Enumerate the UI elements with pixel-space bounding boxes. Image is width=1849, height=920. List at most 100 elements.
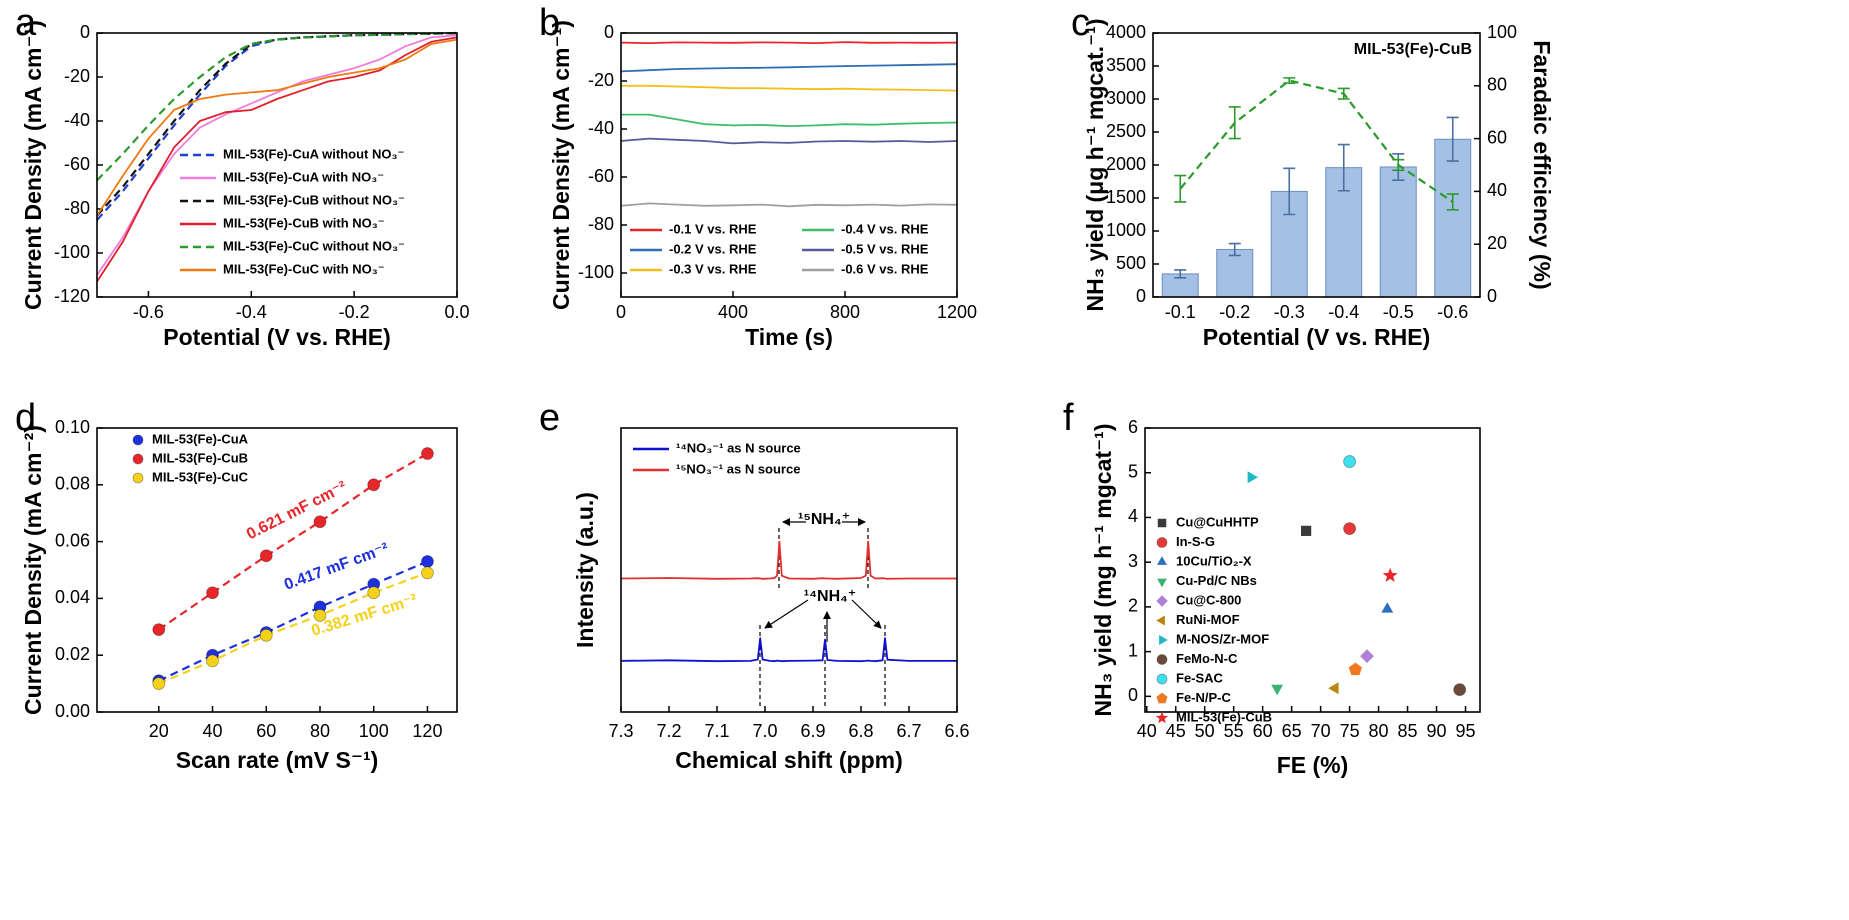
- error-bar: [1174, 174, 1187, 203]
- error-bar: [1446, 193, 1459, 211]
- y2-tick-label: 40: [1487, 180, 1507, 200]
- point: [1271, 684, 1284, 696]
- point: [1453, 683, 1467, 697]
- x-tick-label: 6.8: [848, 721, 873, 741]
- x-tick-label: 90: [1427, 721, 1447, 741]
- point: [1360, 649, 1374, 663]
- line: [96, 34, 458, 276]
- x-tick-label: -0.4: [236, 302, 267, 322]
- legend-label: 10Cu/TiO₂-X: [1176, 553, 1252, 568]
- point: [313, 609, 327, 622]
- annotation: 0.621 mF cm⁻²: [244, 478, 350, 543]
- point: [206, 654, 219, 668]
- y2-tick-label: 100: [1487, 22, 1517, 42]
- legend-marker: [1155, 711, 1169, 724]
- x-tick-label: 80: [310, 721, 330, 741]
- panel-label: c: [1071, 2, 1090, 44]
- x-tick-label: 80: [1369, 721, 1389, 741]
- legend-label: Cu@CuHHTP: [1176, 514, 1259, 529]
- panel-label: d: [15, 397, 36, 439]
- error-bar: [1228, 242, 1241, 257]
- x-tick-label: 45: [1166, 721, 1186, 741]
- legend-label: -0.5 V vs. RHE: [841, 241, 929, 256]
- legend-marker: [1156, 673, 1168, 685]
- y-tick-label: 0: [604, 22, 614, 42]
- legend-label: MIL-53(Fe)-CuC with NO₃⁻: [223, 261, 385, 276]
- dashed-line: [158, 452, 428, 631]
- plot-frame: [620, 427, 958, 713]
- x-tick-label: 0.0: [444, 302, 469, 322]
- point: [421, 447, 434, 460]
- legend-label: Cu@C-800: [1176, 592, 1241, 607]
- y2-tick-label: 0: [1487, 286, 1497, 306]
- line: [96, 38, 458, 217]
- annotation: MIL-53(Fe)-CuB: [1354, 41, 1472, 58]
- legend-marker: [1157, 518, 1167, 528]
- x-axis-label: Potential (V vs. RHE): [1203, 324, 1430, 350]
- legend-label: MIL-53(Fe)-CuA: [152, 431, 249, 446]
- y-tick-label: 2000: [1106, 154, 1146, 174]
- legend-label: MIL-53(Fe)-CuC: [152, 469, 249, 484]
- legend-marker: [1156, 615, 1165, 626]
- plot-frame: [96, 32, 458, 298]
- y-tick-label: 0.08: [55, 474, 90, 494]
- point: [1301, 525, 1312, 536]
- y-tick-label: 2500: [1106, 121, 1146, 141]
- legend-marker: [132, 472, 144, 484]
- x-tick-label: 70: [1311, 721, 1331, 741]
- y-tick-label: 5: [1128, 461, 1138, 481]
- x-tick-label: 60: [256, 721, 276, 741]
- x-tick-label: 6.9: [800, 721, 825, 741]
- y-tick-label: 3500: [1106, 55, 1146, 75]
- x-tick-label: -0.1: [1165, 302, 1196, 322]
- x-tick-label: 95: [1455, 721, 1475, 741]
- y-tick-label: -40: [64, 110, 90, 130]
- y-tick-label: 0.04: [55, 587, 90, 607]
- legend-marker: [1159, 635, 1168, 645]
- x-tick-label: 1200: [937, 302, 977, 322]
- legend-label: Fe-SAC: [1176, 670, 1224, 685]
- annotation: ¹⁵NH₄⁺: [798, 511, 850, 528]
- x-tick-label: 7.3: [608, 721, 633, 741]
- legend-marker: [132, 453, 144, 465]
- legend-label: M-NOS/Zr-MOF: [1176, 631, 1269, 646]
- y-tick-label: 500: [1116, 253, 1146, 273]
- y-tick-label: -120: [54, 286, 90, 306]
- point: [1382, 567, 1398, 582]
- y-tick-label: -20: [64, 66, 90, 86]
- bar: [1434, 138, 1472, 298]
- legend-marker: [1156, 692, 1168, 704]
- x-tick-label: 40: [1137, 721, 1157, 741]
- x-axis-label: Time (s): [745, 324, 833, 350]
- x-tick-label: 0: [616, 302, 626, 322]
- bar: [1216, 248, 1254, 298]
- y-tick-label: 0: [1128, 685, 1138, 705]
- x-tick-label: 50: [1195, 721, 1215, 741]
- y-tick-label: 1000: [1106, 220, 1146, 240]
- legend-label: MIL-53(Fe)-CuC without NO₃⁻: [223, 238, 405, 253]
- x-tick-label: 40: [203, 721, 223, 741]
- y-axis-label: Intensity (a.u.): [572, 492, 598, 648]
- y-tick-label: -100: [54, 242, 90, 262]
- y2-axis-label: Faradaic efficiency (%): [1529, 40, 1555, 289]
- x-tick-label: 6.7: [896, 721, 921, 741]
- point: [1247, 471, 1258, 484]
- y-tick-label: -20: [588, 70, 614, 90]
- y-tick-label: -60: [64, 154, 90, 174]
- legend-label: RuNi-MOF: [1176, 612, 1240, 627]
- legend-marker: [1156, 654, 1168, 665]
- legend-label: MIL-53(Fe)-CuB with NO₃⁻: [223, 215, 385, 230]
- x-tick-label: 55: [1224, 721, 1244, 741]
- y-tick-label: -60: [588, 166, 614, 186]
- y-axis-label: Current Density (mA cm⁻¹): [20, 20, 46, 310]
- line: [620, 540, 957, 580]
- legend-label: -0.1 V vs. RHE: [669, 221, 757, 236]
- x-tick-label: 7.1: [704, 721, 729, 741]
- line: [621, 113, 958, 127]
- panel-label: f: [1063, 397, 1074, 439]
- y-tick-label: 2: [1128, 596, 1138, 616]
- y-axis-label: NH₃ yield (μg h⁻¹ mgcat.⁻¹): [1082, 18, 1108, 311]
- legend-label: MIL-53(Fe)-CuB: [152, 450, 248, 465]
- dashed-line: [1179, 79, 1454, 203]
- x-tick-label: -0.6: [133, 302, 164, 322]
